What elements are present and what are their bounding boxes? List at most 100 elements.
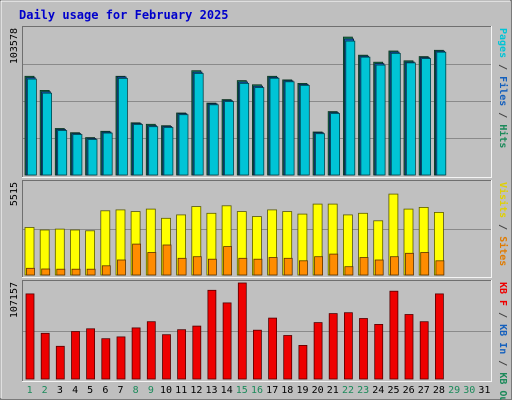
visits-bar-visits-day-3 [54,228,65,276]
visits-series-labels: Visits / Sites [497,182,509,266]
hits-bar-pages-day-1 [26,78,37,176]
x-tick-label: 24 [372,385,384,396]
hits-bar-pages-day-13 [208,104,219,176]
visits-bar-sites-day-7 [117,259,126,276]
x-tick-label: 18 [281,385,293,396]
visits-bar-sites-day-2 [41,268,51,276]
kbytes-bar-kb-f-day-2 [40,332,50,380]
visits-bar-sites-day-15 [238,257,248,276]
visits-max-label: 5515 [9,182,20,206]
hits-bar-pages-day-15 [239,83,250,176]
x-tick-label: 9 [148,385,154,396]
visits-bar-sites-day-4 [71,268,81,276]
visits-bar-sites-day-1 [26,267,35,276]
visits-bar-sites-day-26 [405,252,414,276]
visits-bar-visits-day-6 [100,210,111,276]
kbytes-bar-kb-f-day-26 [404,314,414,380]
visits-bar-sites-day-25 [389,256,399,276]
series-label: KB In [497,324,508,354]
visits-bar-sites-day-6 [101,265,111,276]
hits-bar-pages-day-19 [299,85,310,176]
kbytes-bar-kb-f-day-15 [237,282,247,380]
hits-bar-pages-day-28 [436,51,447,176]
visits-bar-sites-day-28 [435,260,445,276]
kbytes-panel: 107157 KB F / KB In / KB Out [9,280,508,400]
x-tick-label: 8 [133,385,139,396]
visits-bar-sites-day-24 [374,259,384,276]
x-tick-label: 10 [160,385,172,396]
hits-bar-pages-day-18 [284,81,295,176]
hits-max-label: 103578 [9,28,20,64]
visits-bar-visits-day-22 [342,214,353,276]
hits-panel: 103578 Pages / Files / Hits [9,26,509,178]
kbytes-bar-kb-f-day-10 [162,334,171,380]
x-tick-label: 28 [433,385,445,396]
kbytes-bar-kb-f-day-7 [116,336,126,380]
x-tick-label: 11 [175,385,187,396]
hits-bar-pages-day-2 [42,92,52,176]
visits-bar-sites-day-10 [162,244,172,276]
kbytes-max-label: 107157 [9,282,20,318]
kbytes-bar-kb-f-day-22 [343,312,353,380]
kbytes-bar-kb-f-day-18 [283,335,293,380]
x-tick-label: 31 [478,385,490,396]
x-tick-label: 22 [342,385,354,396]
hits-bar-pages-day-16 [254,87,265,176]
visits-bar-sites-day-14 [223,246,233,276]
x-tick-label: 3 [57,385,63,396]
kbytes-bar-kb-f-day-3 [55,345,65,380]
kbytes-bar-kb-f-day-25 [389,290,399,380]
visits-bar-sites-day-11 [177,257,187,276]
kbytes-bar-kb-f-day-21 [328,313,338,380]
kbytes-bar-kb-f-day-9 [146,321,156,380]
hits-bar-pages-day-21 [330,113,341,176]
hits-bar-pages-day-4 [72,134,83,176]
kbytes-bar-kb-f-day-24 [374,323,384,380]
visits-bar-sites-day-13 [207,258,217,276]
hits-bar-pages-day-12 [193,73,204,176]
kbytes-bar-kb-f-day-17 [268,317,278,380]
x-tick-label: 6 [102,385,108,396]
hits-bar-pages-day-8 [133,124,143,176]
hits-bar-pages-day-14 [224,101,234,176]
x-tick-label: 14 [221,385,233,396]
visits-panel: 5515 Visits / Sites [9,180,509,278]
x-tick-label: 21 [327,385,339,396]
kbytes-bar-kb-f-day-12 [192,325,202,380]
visits-bar-visits-day-4 [70,229,80,276]
visits-bar-sites-day-21 [329,253,339,276]
visits-bar-sites-day-27 [420,252,430,276]
hits-bar-pages-day-24 [375,64,386,176]
x-tick-label: 19 [296,385,308,396]
x-tick-label: 20 [312,385,324,396]
series-label: / [497,306,508,324]
hits-bar-pages-day-10 [163,127,174,176]
x-tick-label: 25 [387,385,399,396]
kbytes-bar-kb-f-day-20 [313,322,323,380]
kbytes-bar-kb-f-day-14 [222,302,232,380]
visits-bar-sites-day-5 [86,268,96,276]
x-axis-labels: 1 2 3 4 5 6 7 8 9 10 11 12 13 14 15 16 17 18 19 20 21 22 23 24 2… [27,385,491,396]
kbytes-bar-kb-f-day-27 [419,321,429,380]
kbytes-bar-kb-f-day-13 [207,289,217,380]
x-tick-label: 15 [236,385,248,396]
visits-bar-visits-day-5 [85,230,95,276]
series-label: Hits [497,124,509,148]
x-tick-label: 4 [72,385,78,396]
kbytes-bar-kb-f-day-1 [25,293,35,380]
series-label: KB Out [497,372,508,400]
x-tick-label: 12 [190,385,202,396]
visits-bar-sites-day-22 [344,266,354,276]
visits-bar-sites-day-18 [283,257,293,276]
x-tick-label: 13 [205,385,217,396]
visits-bar-sites-day-17 [268,257,278,276]
kbytes-bar-kb-f-day-6 [101,338,111,380]
hits-bar-pages-day-5 [87,139,98,176]
hits-series-labels: Pages / Files / Hits [497,28,509,148]
kbytes-bar-kb-f-day-8 [131,327,141,380]
visits-bar-sites-day-19 [298,260,308,276]
series-label: Pages [497,28,508,58]
series-label: Files [497,76,509,106]
x-tick-label: 7 [117,385,123,396]
